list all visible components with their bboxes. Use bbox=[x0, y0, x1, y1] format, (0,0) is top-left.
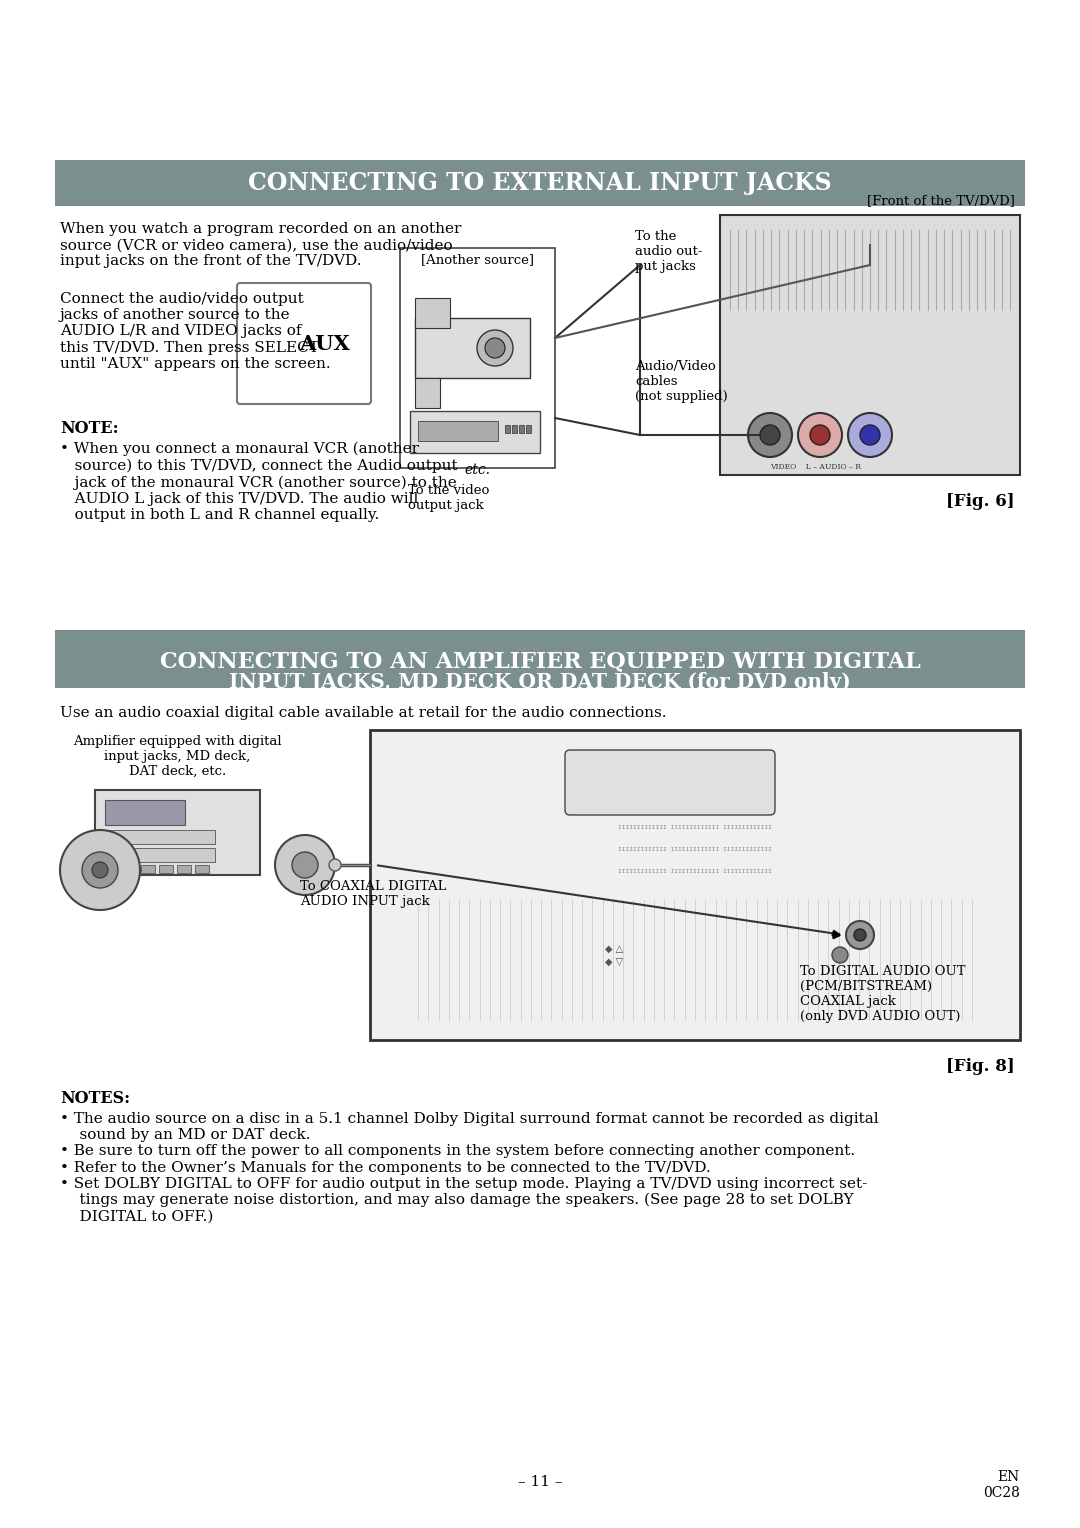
Bar bbox=[720, 215, 1020, 475]
Text: Amplifier equipped with digital
input jacks, MD deck,
DAT deck, etc.: Amplifier equipped with digital input ja… bbox=[73, 735, 282, 778]
Circle shape bbox=[798, 413, 842, 457]
Text: Audio/Video
cables
(not supplied): Audio/Video cables (not supplied) bbox=[635, 361, 728, 403]
Text: To DIGITAL AUDIO OUT
(PCM/BITSTREAM)
COAXIAL jack
(only DVD AUDIO OUT): To DIGITAL AUDIO OUT (PCM/BITSTREAM) COA… bbox=[800, 966, 966, 1024]
Circle shape bbox=[810, 425, 831, 445]
Bar bbox=[105, 848, 215, 862]
Text: AUX: AUX bbox=[299, 333, 350, 353]
Text: VIDEO    L – AUDIO – R: VIDEO L – AUDIO – R bbox=[770, 463, 861, 471]
Circle shape bbox=[760, 425, 780, 445]
Bar bbox=[370, 730, 1020, 1041]
Bar bbox=[159, 865, 173, 872]
Text: Connect the audio/video output
jacks of another source to the
AUDIO L/R and VIDE: Connect the audio/video output jacks of … bbox=[60, 292, 330, 371]
Bar bbox=[415, 377, 440, 408]
Text: etc.: etc. bbox=[464, 463, 490, 477]
Bar bbox=[985, 730, 1020, 1041]
Circle shape bbox=[860, 425, 880, 445]
Text: ◆ △
◆ ▽: ◆ △ ◆ ▽ bbox=[605, 944, 623, 967]
Bar bbox=[105, 801, 185, 825]
Circle shape bbox=[60, 830, 140, 911]
Text: [Fig. 8]: [Fig. 8] bbox=[946, 1057, 1015, 1076]
Text: IIIIIIIIIIIII IIIIIIIIIIIII IIIIIIIIIIIII: IIIIIIIIIIIII IIIIIIIIIIIII IIIIIIIIIIII… bbox=[618, 869, 772, 874]
Text: EN
0C28: EN 0C28 bbox=[983, 1470, 1020, 1500]
Bar bbox=[123, 865, 137, 872]
Circle shape bbox=[832, 947, 848, 963]
Text: To the
audio out-
put jacks: To the audio out- put jacks bbox=[635, 231, 702, 274]
Text: – 11 –: – 11 – bbox=[517, 1475, 563, 1488]
Bar bbox=[519, 425, 524, 432]
Bar bbox=[418, 422, 498, 442]
Circle shape bbox=[92, 862, 108, 879]
Bar bbox=[512, 425, 517, 432]
FancyBboxPatch shape bbox=[565, 750, 775, 814]
Circle shape bbox=[846, 921, 874, 949]
Circle shape bbox=[275, 834, 335, 895]
Text: NOTES:: NOTES: bbox=[60, 1089, 130, 1106]
Bar bbox=[105, 830, 215, 843]
Bar bbox=[95, 790, 260, 876]
Text: [Front of the TV/DVD]: [Front of the TV/DVD] bbox=[867, 194, 1015, 206]
Text: • The audio source on a disc in a 5.1 channel Dolby Digital surround format cann: • The audio source on a disc in a 5.1 ch… bbox=[60, 1112, 879, 1224]
Bar bbox=[725, 225, 1015, 315]
Circle shape bbox=[477, 330, 513, 367]
Text: To COAXIAL DIGITAL
AUDIO INPUT jack: To COAXIAL DIGITAL AUDIO INPUT jack bbox=[300, 880, 446, 908]
Text: INPUT JACKS, MD DECK OR DAT DECK (for DVD only): INPUT JACKS, MD DECK OR DAT DECK (for DV… bbox=[229, 672, 851, 692]
Text: NOTE:: NOTE: bbox=[60, 420, 119, 437]
Text: To the video
output jack: To the video output jack bbox=[408, 484, 489, 512]
Circle shape bbox=[748, 413, 792, 457]
Bar bbox=[177, 865, 191, 872]
Circle shape bbox=[848, 413, 892, 457]
Bar bbox=[370, 730, 405, 1041]
Bar bbox=[105, 865, 119, 872]
Bar bbox=[740, 322, 920, 393]
Text: • When you connect a monaural VCR (another
   source) to this TV/DVD, connect th: • When you connect a monaural VCR (anoth… bbox=[60, 442, 458, 523]
Circle shape bbox=[485, 338, 505, 358]
Text: When you watch a program recorded on an another
source (VCR or video camera), us: When you watch a program recorded on an … bbox=[60, 222, 461, 269]
Bar bbox=[415, 318, 530, 377]
Bar bbox=[195, 865, 210, 872]
Bar bbox=[585, 895, 715, 975]
Bar bbox=[55, 160, 1025, 206]
Text: Use an audio coaxial digital cable available at retail for the audio connections: Use an audio coaxial digital cable avail… bbox=[60, 706, 666, 720]
FancyBboxPatch shape bbox=[237, 283, 372, 403]
Circle shape bbox=[292, 853, 318, 879]
Circle shape bbox=[329, 859, 341, 871]
Bar bbox=[400, 248, 555, 468]
Bar bbox=[505, 425, 510, 432]
Bar bbox=[141, 865, 156, 872]
Bar bbox=[415, 298, 450, 329]
Text: IIIIIIIIIIIII IIIIIIIIIIIII IIIIIIIIIIIII: IIIIIIIIIIIII IIIIIIIIIIIII IIIIIIIIIIII… bbox=[618, 825, 772, 830]
Circle shape bbox=[854, 929, 866, 941]
Text: [Another source]: [Another source] bbox=[421, 254, 534, 266]
Bar bbox=[55, 630, 1025, 688]
Bar bbox=[526, 425, 531, 432]
Text: CONNECTING TO EXTERNAL INPUT JACKS: CONNECTING TO EXTERNAL INPUT JACKS bbox=[248, 171, 832, 196]
Circle shape bbox=[82, 853, 118, 888]
Text: CONNECTING TO AN AMPLIFIER EQUIPPED WITH DIGITAL: CONNECTING TO AN AMPLIFIER EQUIPPED WITH… bbox=[160, 649, 920, 672]
Text: IIIIIIIIIIIII IIIIIIIIIIIII IIIIIIIIIIIII: IIIIIIIIIIIII IIIIIIIIIIIII IIIIIIIIIIII… bbox=[618, 847, 772, 853]
Text: [Fig. 6]: [Fig. 6] bbox=[946, 494, 1015, 510]
Bar bbox=[410, 411, 540, 452]
